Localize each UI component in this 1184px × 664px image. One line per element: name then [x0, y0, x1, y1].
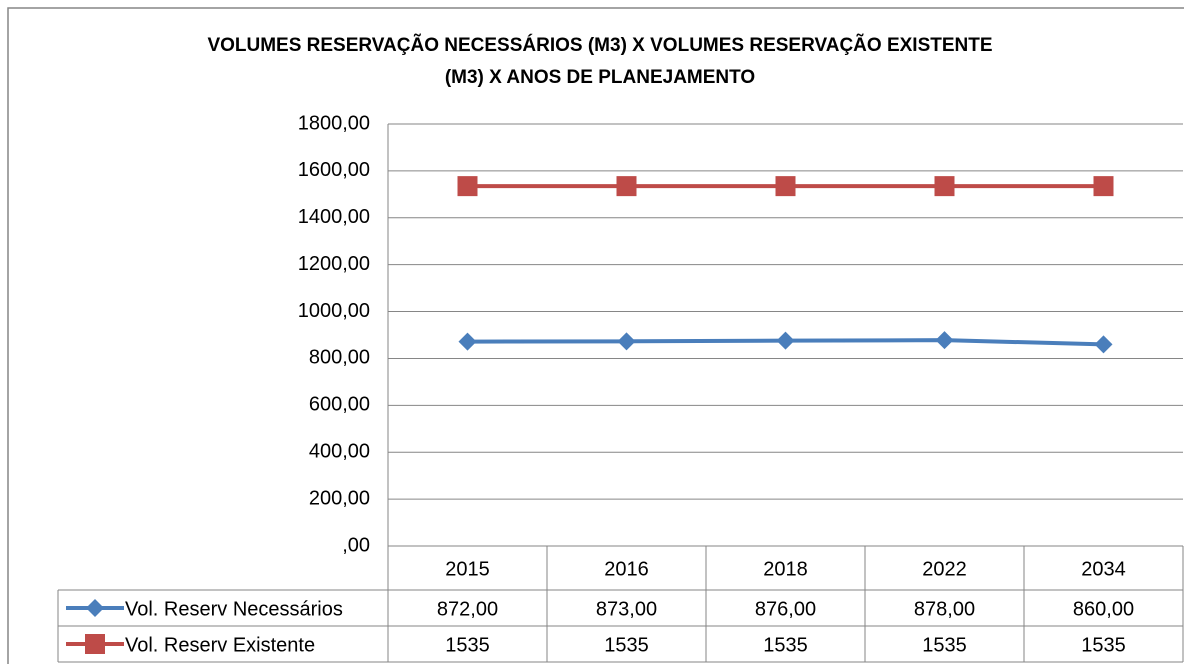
- data-point: [935, 331, 954, 350]
- data-point: [617, 332, 636, 351]
- legend-marker: [85, 634, 105, 654]
- table-value: 873,00: [596, 598, 657, 620]
- y-tick-label: 1400,00: [298, 206, 370, 228]
- x-tick-label: 2034: [1081, 558, 1126, 580]
- data-point: [458, 332, 477, 351]
- y-tick-label: 600,00: [309, 394, 370, 416]
- y-tick-label: 1600,00: [298, 159, 370, 181]
- y-tick-label: 200,00: [309, 487, 370, 509]
- x-tick-label: 2022: [922, 558, 967, 580]
- table-value: 876,00: [755, 598, 816, 620]
- table-value: 1535: [922, 634, 967, 656]
- y-tick-label: ,00: [342, 534, 370, 556]
- data-point: [934, 176, 955, 197]
- data-point: [776, 331, 795, 350]
- table-value: 1535: [604, 634, 649, 656]
- data-point: [1094, 335, 1113, 354]
- legend-label: Vol. Reserv Existente: [125, 634, 315, 656]
- legend-marker: [86, 599, 104, 617]
- data-point: [616, 176, 637, 197]
- data-point: [1093, 176, 1114, 197]
- table-value: 1535: [1081, 634, 1126, 656]
- y-tick-label: 1200,00: [298, 253, 370, 275]
- y-tick-label: 1000,00: [298, 300, 370, 322]
- x-tick-label: 2018: [763, 558, 808, 580]
- y-tick-label: 400,00: [309, 441, 370, 463]
- chart-border: [7, 7, 1184, 664]
- y-tick-label: 800,00: [309, 347, 370, 369]
- data-point: [457, 176, 478, 197]
- table-value: 860,00: [1073, 598, 1134, 620]
- x-tick-label: 2015: [445, 558, 490, 580]
- table-value: 872,00: [437, 598, 498, 620]
- x-tick-label: 2016: [604, 558, 649, 580]
- chart-title: VOLUMES RESERVAÇÃO NECESSÁRIOS (M3) X VO…: [207, 34, 992, 56]
- table-value: 1535: [763, 634, 808, 656]
- data-point: [775, 176, 796, 197]
- table-value: 1535: [445, 634, 490, 656]
- chart-title: (M3) X ANOS DE PLANEJAMENTO: [445, 67, 755, 88]
- y-tick-label: 1800,00: [298, 112, 370, 134]
- table-value: 878,00: [914, 598, 975, 620]
- legend-label: Vol. Reserv Necessários: [125, 598, 343, 620]
